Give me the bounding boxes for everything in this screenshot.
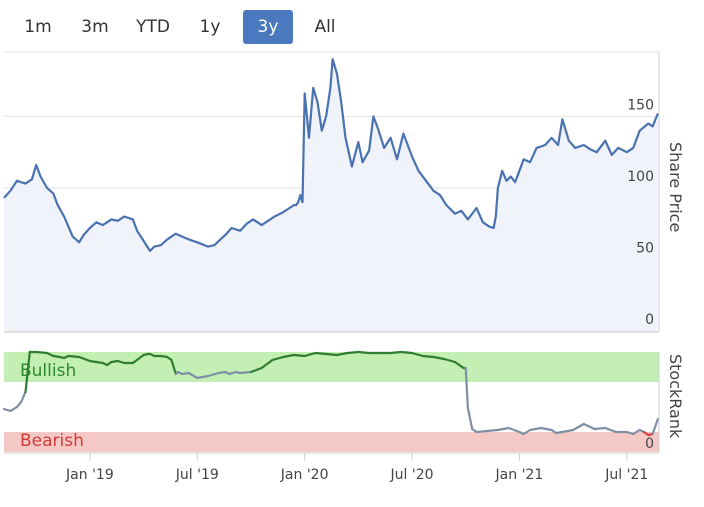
price-tick-label: 100	[627, 169, 654, 185]
x-tick-label: Jul '21	[604, 467, 648, 483]
stockrank-segment	[20, 390, 27, 404]
stockrank-segment	[632, 428, 641, 436]
x-tick-label: Jan '21	[495, 467, 544, 483]
stockrank-segment	[604, 426, 618, 434]
stockrank-segment	[464, 366, 469, 410]
stockrank-segment	[571, 422, 585, 432]
stockrank-segment	[522, 428, 532, 436]
stockrank-segment	[432, 355, 446, 361]
stockrank-segment	[496, 426, 510, 432]
stockrank-segment	[271, 355, 285, 362]
stockrank-axis-title: StockRank	[666, 354, 685, 439]
stockrank-segment	[206, 371, 220, 378]
stockrank-segment	[239, 370, 253, 375]
x-tick-label: Jul '19	[175, 467, 219, 483]
stockrank-segment	[466, 406, 474, 431]
stockrank-segment	[582, 422, 596, 431]
range-button-all[interactable]: All	[314, 17, 336, 37]
price-tick-label: 50	[636, 240, 654, 256]
x-tick-label: Jan '20	[280, 467, 329, 483]
stockrank-segment	[346, 350, 360, 355]
stockrank-segment	[35, 350, 49, 355]
stockrank-segment	[24, 350, 31, 394]
stockrank-segment	[507, 426, 521, 434]
stockrank-segment	[2, 407, 12, 413]
stockrank-segment	[539, 426, 553, 432]
stockrank-segment	[593, 426, 607, 431]
price-line	[3, 58, 659, 252]
band-label-bullish: Bullish	[20, 361, 76, 381]
range-button-1y[interactable]: 1y	[199, 17, 221, 37]
stockrank-segment	[443, 357, 457, 364]
band-bullish	[4, 352, 659, 382]
stockrank-segment	[249, 366, 263, 374]
range-button-1m[interactable]: 1m	[24, 17, 52, 37]
stockrank-segment	[196, 374, 210, 380]
x-tick-label: Jul '20	[390, 467, 434, 483]
stockrank-segment	[78, 355, 92, 363]
stockrank-segment	[131, 353, 145, 365]
stockrank-segment	[45, 351, 55, 358]
stockrank-segment	[400, 350, 414, 355]
stockrank-segment	[282, 353, 295, 359]
price-tick-label: 150	[627, 97, 654, 113]
price-tick-label: 0	[645, 312, 654, 328]
stockrank-segment	[651, 417, 660, 436]
band-bearish	[4, 432, 659, 452]
stockrank-segment	[228, 370, 237, 376]
stockrank-segment	[486, 428, 499, 433]
range-button-ytd[interactable]: YTD	[136, 17, 170, 37]
stockrank-segment	[421, 354, 435, 359]
stockrank-segment	[314, 351, 328, 356]
stockrank-segment	[625, 430, 635, 436]
stockrank-segment	[292, 353, 306, 358]
stockrank-segment	[325, 352, 338, 357]
stockrank-segment	[389, 350, 403, 355]
x-tick-label: Jan '19	[65, 467, 114, 483]
range-button-3y[interactable]: 3y	[243, 10, 293, 44]
stockrank-segment	[9, 405, 18, 413]
stockrank-segment	[170, 358, 177, 376]
stockrank-segment	[187, 371, 199, 380]
range-button-3m[interactable]: 3m	[81, 17, 109, 37]
stockrank-segment	[335, 351, 349, 357]
price-axis-title: Share Price	[666, 142, 685, 232]
stockrank-segment	[561, 428, 575, 434]
stockrank-segment	[528, 426, 543, 432]
stockrank-segment	[67, 354, 81, 359]
stockrank-segment	[475, 429, 489, 434]
band-label-bearish: Bearish	[20, 431, 84, 451]
stockrank-segment	[410, 351, 424, 358]
stockrank-segment	[357, 350, 371, 355]
price-area	[4, 59, 658, 331]
stockrank-tick-label: 0	[645, 436, 654, 452]
stockrank-segment	[116, 359, 126, 365]
stockrank-segment	[260, 358, 274, 370]
range-selector: 1m 3m YTD 1y 3y All	[0, 8, 704, 44]
stockrank-segment	[303, 351, 317, 358]
